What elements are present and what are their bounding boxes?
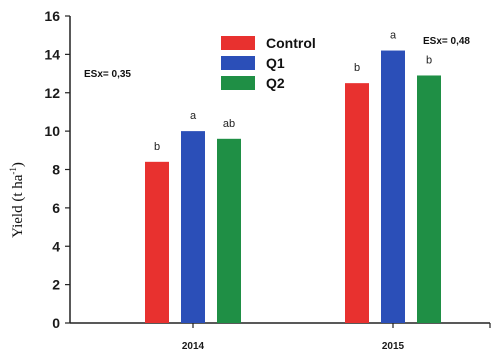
bar-q2-2014 [217, 138, 241, 323]
x-tick-label: 2015 [382, 341, 405, 352]
legend: Control Q1 Q2 [221, 35, 316, 91]
bar-control-2014 [145, 161, 169, 323]
significance-letter: a [190, 110, 197, 122]
bars [145, 50, 441, 323]
y-tick-label: 14 [44, 46, 60, 62]
legend-swatch-q2 [221, 76, 255, 90]
bar-q1-2014 [181, 131, 205, 323]
significance-letter: b [426, 54, 432, 66]
legend-swatch-q1 [221, 56, 255, 70]
y-tick-label: 6 [52, 200, 60, 216]
se-label-2014: ESx= 0,35 [84, 69, 131, 80]
y-tick-label: 2 [52, 277, 60, 293]
plot-frame: 0 2 4 6 8 10 12 14 16 2014 2015 [44, 8, 491, 352]
significance-letter: b [354, 62, 360, 74]
legend-label-control: Control [266, 35, 316, 51]
bar-q2-2015 [417, 75, 441, 323]
significance-letter: ab [223, 118, 235, 130]
se-label-2015: ESx= 0,48 [423, 36, 470, 47]
y-tick-label: 0 [52, 315, 60, 331]
x-tick-label: 2014 [182, 341, 205, 352]
bar-control-2015 [345, 83, 369, 323]
y-tick-label: 8 [52, 162, 60, 178]
legend-label-q1: Q1 [266, 55, 285, 71]
bar-q1-2015 [381, 50, 405, 323]
y-tick-label: 4 [52, 238, 60, 254]
y-tick-label: 16 [44, 8, 60, 24]
y-tick-label: 12 [44, 85, 60, 101]
legend-swatch-control [221, 36, 255, 50]
significance-letter: b [154, 141, 160, 153]
y-axis-label: Yield (t ha-1) [8, 162, 26, 238]
y-tick-label: 10 [44, 123, 60, 139]
significance-letter: a [390, 30, 397, 42]
legend-label-q2: Q2 [266, 75, 285, 91]
